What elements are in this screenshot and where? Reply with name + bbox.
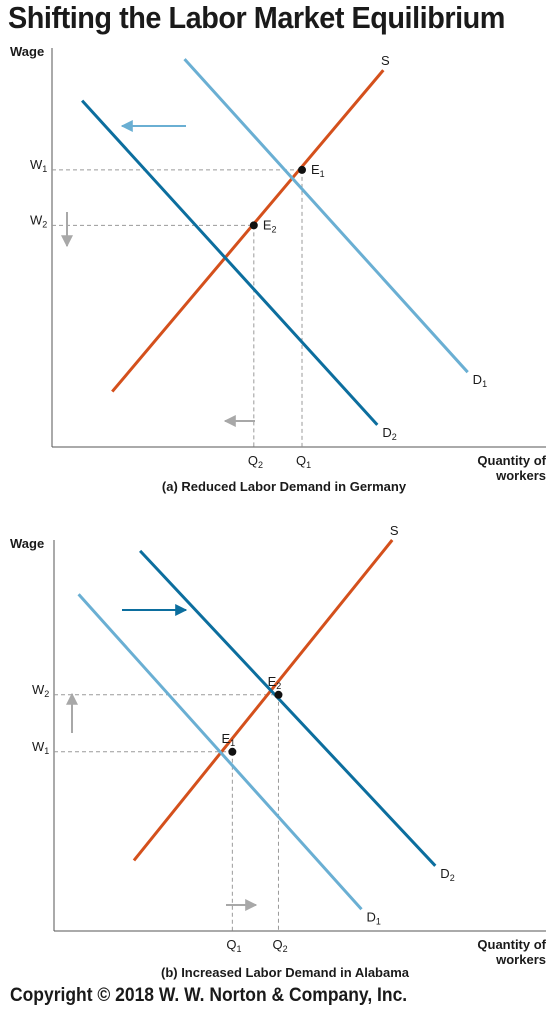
panel-caption: (a) Reduced Labor Demand in Germany — [162, 479, 407, 494]
demand-curve-initial — [183, 58, 469, 374]
equilibrium-point — [228, 747, 237, 756]
quantity-tick-label: Q2 — [272, 937, 287, 954]
supply-label: S — [390, 523, 399, 538]
x-axis-label: Quantity of — [477, 453, 546, 468]
demand-curve-new — [139, 549, 437, 867]
supply-label: S — [381, 53, 390, 68]
demand-curve-new — [81, 99, 379, 426]
wage-tick-label: W2 — [32, 682, 49, 699]
demand-initial-label: D1 — [473, 372, 487, 389]
demand-new-label: D2 — [382, 425, 396, 442]
supply-curve — [111, 69, 385, 393]
quantity-tick-label: Q1 — [296, 453, 311, 470]
quantity-tick-label: Q1 — [226, 937, 241, 954]
supply-curve — [132, 539, 394, 862]
equilibrium-point — [249, 221, 258, 230]
panel-caption: (b) Increased Labor Demand in Alabama — [161, 965, 410, 980]
wage-tick-label: W1 — [30, 157, 47, 174]
x-axis-label: workers — [495, 952, 546, 967]
quantity-tick-label: Q2 — [248, 453, 263, 470]
equilibrium-label: E2 — [268, 674, 282, 691]
demand-curve-initial — [77, 593, 363, 911]
x-axis-label: workers — [495, 468, 546, 483]
equilibrium-label: E1 — [311, 162, 325, 179]
copyright-notice: Copyright © 2018 W. W. Norton & Company,… — [10, 985, 408, 1006]
page-title: Shifting the Labor Market Equilibrium — [8, 0, 505, 35]
equilibrium-label: E1 — [222, 731, 236, 748]
wage-tick-label: W1 — [32, 739, 49, 756]
y-axis-label: Wage — [10, 44, 44, 59]
y-axis-label: Wage — [10, 536, 44, 551]
equilibrium-label: E2 — [263, 217, 277, 234]
wage-tick-label: W2 — [30, 212, 47, 229]
demand-new-label: D2 — [440, 866, 454, 883]
x-axis-label: Quantity of — [477, 937, 546, 952]
equilibrium-point — [298, 165, 307, 174]
demand-initial-label: D1 — [367, 909, 381, 926]
equilibrium-point — [274, 690, 283, 699]
